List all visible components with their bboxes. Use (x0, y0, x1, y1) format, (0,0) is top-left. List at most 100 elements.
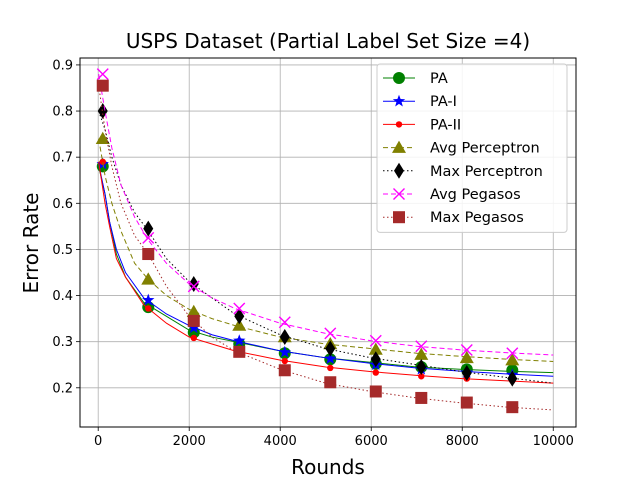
y-tick-label: 0.6 (52, 197, 73, 212)
legend-item: PA-I (383, 94, 457, 110)
series-point (369, 334, 382, 347)
series-layer (95, 68, 554, 414)
series-line (98, 163, 554, 377)
y-tick-label: 0.2 (52, 381, 73, 396)
series-point (415, 391, 428, 404)
series-point (281, 357, 288, 365)
legend-marker (393, 211, 405, 224)
series-point (143, 220, 154, 237)
y-tick-label: 0.8 (52, 105, 73, 120)
legend-marker (393, 188, 405, 200)
legend-item: Max Perceptron (383, 162, 543, 180)
legend-marker (395, 121, 403, 128)
series-point (187, 280, 200, 293)
series-point (278, 345, 291, 358)
legend: PA PA-I PA-II Avg Perceptron Max Perceptron A… (376, 63, 568, 233)
series-point (505, 353, 520, 366)
legend-marker (392, 140, 406, 153)
series-point (416, 359, 427, 376)
legend-item: Avg Perceptron (383, 140, 540, 157)
series-point (232, 318, 247, 331)
series-point (187, 326, 200, 339)
y-tick-label: 0.5 (52, 243, 73, 258)
series-avg-pegasos (96, 68, 554, 360)
legend-marker (394, 162, 404, 179)
series-point (460, 396, 473, 409)
series-point (372, 369, 379, 376)
legend-item: Avg Pegasos (383, 187, 521, 203)
x-tick-label: 2000 (173, 434, 206, 449)
series-point (507, 370, 518, 387)
plot-frame (79, 57, 577, 428)
legend-box (376, 63, 568, 233)
legend-marker (392, 94, 406, 107)
series-line (98, 74, 554, 356)
chart-title: USPS Dataset (Partial Label Set Size =4) (126, 29, 530, 53)
legend-item: PA (383, 71, 448, 87)
series-point (369, 385, 382, 398)
series-point (324, 352, 337, 364)
series-point (414, 347, 429, 360)
series-point (233, 302, 246, 315)
series-point (506, 401, 519, 414)
x-axis-ticks: 0 2000 4000 6000 8000 10000 (94, 427, 574, 449)
series-point (461, 365, 472, 382)
series-point (325, 340, 336, 357)
legend-label: PA (430, 71, 448, 87)
x-axis-label: Rounds (291, 455, 365, 479)
legend-label: Avg Perceptron (430, 141, 540, 157)
x-tick-label: 4000 (264, 434, 297, 449)
series-line (98, 166, 554, 374)
series-point (368, 342, 383, 355)
legend-label: Max Pegasos (430, 210, 524, 226)
series-point (233, 334, 246, 346)
series-point (418, 373, 425, 380)
series-point (142, 293, 155, 306)
series-point (97, 103, 108, 120)
legend-label: Avg Pegasos (430, 187, 521, 203)
series-point (278, 364, 291, 377)
series-point (459, 350, 474, 364)
series-point (234, 308, 245, 325)
series-point (95, 131, 110, 144)
x-tick-label: 10000 (533, 434, 574, 449)
x-tick-label: 6000 (355, 434, 388, 449)
series-point (145, 305, 152, 312)
series-line (98, 110, 554, 384)
series-max-pegasos (96, 79, 554, 414)
series-point (190, 334, 197, 342)
series-line (98, 138, 554, 362)
series-max-perceptron (97, 103, 554, 387)
y-axis-label: Error Rate (19, 193, 43, 294)
y-tick-label: 0.7 (52, 151, 73, 166)
series-point (142, 248, 155, 261)
legend-label: PA-II (430, 117, 461, 133)
legend-item: Max Pegasos (383, 210, 524, 226)
series-point (187, 321, 200, 334)
series-point (279, 329, 290, 346)
x-tick-label: 8000 (446, 434, 479, 449)
series-point (327, 364, 334, 372)
series-point (506, 347, 519, 360)
series-point (460, 343, 473, 356)
x-tick-label: 0 (94, 434, 102, 449)
y-tick-label: 0.4 (52, 289, 73, 304)
series-line (98, 161, 554, 384)
series-point (233, 345, 246, 358)
series-point (278, 316, 291, 329)
legend-marker (393, 72, 405, 84)
legend-label: PA-I (430, 94, 457, 110)
series-point (96, 68, 109, 81)
series-point (99, 158, 106, 165)
y-tick-label: 0.3 (52, 335, 73, 350)
legend-label: Max Perceptron (430, 164, 543, 180)
series-point (142, 231, 155, 244)
legend-item: PA-II (383, 117, 461, 133)
series-point (186, 304, 201, 317)
y-tick-label: 0.9 (52, 58, 73, 73)
series-point (141, 272, 156, 285)
series-point (324, 376, 337, 389)
series-point (96, 79, 109, 92)
series-point (370, 351, 381, 368)
